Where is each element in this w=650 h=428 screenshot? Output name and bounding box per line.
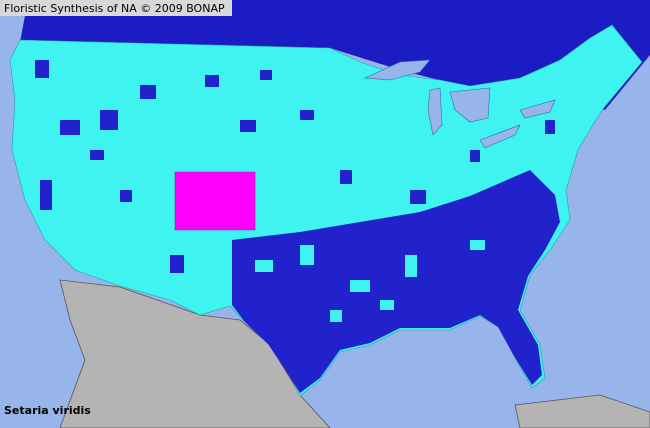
colorado [174,171,256,231]
light-patches [255,240,485,322]
cuba [514,394,650,428]
dark-region [232,170,560,393]
great-lakes [363,59,556,149]
species-label: Setaria viridis [4,404,91,417]
title: Floristic Synthesis of NA © 2009 BONAP [4,2,225,15]
dark-patches [35,60,555,273]
title-box [0,0,232,16]
